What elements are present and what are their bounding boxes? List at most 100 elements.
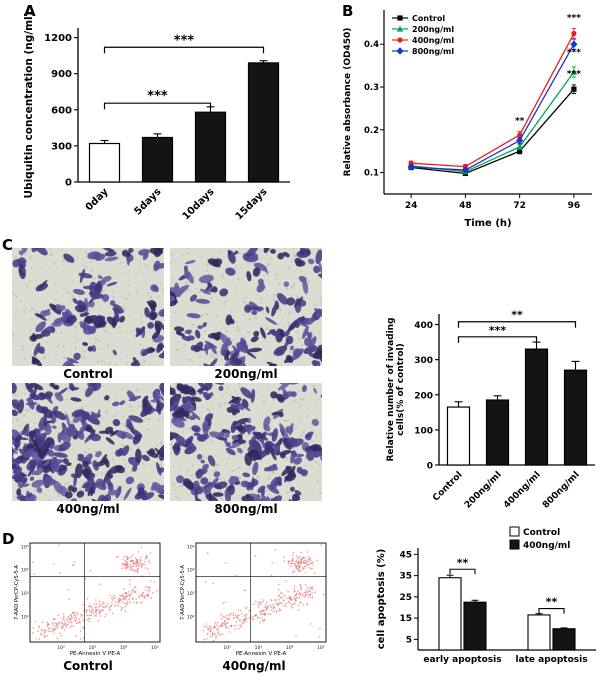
flow-plot-label: 400ng/ml [222, 659, 286, 673]
x-tick-label: 10³ [89, 645, 97, 651]
annotation: *** [567, 48, 581, 58]
annotation: ** [515, 116, 525, 126]
y-tick-label: 45 [399, 550, 412, 560]
sig-label: ** [546, 596, 558, 609]
x-tick-label: 96 [568, 201, 581, 211]
x-tick-label: 10⁵ [151, 645, 159, 651]
panel-c-label: C [2, 236, 14, 254]
y-tick-label: 10³ [21, 591, 29, 597]
bar-Control [446, 406, 471, 466]
plot-frame [29, 542, 161, 643]
x-tick-label: 72 [513, 201, 526, 211]
micrograph-label: Control [63, 367, 113, 381]
y-tick-label: 0 [427, 462, 433, 472]
bar-late apoptosis-400ng/ml [552, 628, 576, 651]
y-axis-label: Relative absorbance (OD450) [343, 28, 353, 177]
y-tick-label: 15 [399, 614, 412, 624]
marker [397, 15, 403, 21]
sig-bracket [103, 102, 212, 110]
panel-a-label: A [24, 2, 36, 20]
flow-cytometry-400: 10² 10³ 10⁴ 10⁵ 10² 10³ 10⁴ 10⁵ PE-Annexin V PE-… [178, 540, 330, 673]
y-axis-label: cells(% of control) [396, 343, 406, 436]
micrograph-label: 400ng/ml [56, 502, 120, 516]
sig-bracket [457, 321, 577, 328]
legend-swatch-Control [509, 526, 520, 537]
legend-swatch-400ng/ml [509, 539, 520, 550]
sig-label: ** [511, 309, 523, 322]
y-tick-label: 25 [399, 593, 412, 603]
bar-early apoptosis-Control [438, 577, 462, 651]
marker [570, 40, 578, 48]
marker [516, 136, 524, 145]
marker [571, 86, 577, 92]
legend-label-400ng/ml: 400ng/ml [412, 36, 454, 45]
apoptosis-bar-chart: 5 15 25 35 45 cell apoptosis (%) early apoptos… [376, 526, 596, 665]
marker [571, 30, 577, 37]
x-tick-label: 10² [57, 645, 65, 651]
sig-bracket [538, 608, 565, 614]
y-tick-label: 10⁵ [21, 544, 29, 550]
x-tick-label: Control [431, 470, 464, 503]
flow-cytometry-plot: 10² 10³ 10⁴ 10⁵ 10² 10³ 10⁴ 10⁵ PE-Annexin V PE-… [180, 542, 327, 657]
bar-400ng/ml [524, 348, 549, 466]
flow-plot-label: Control [63, 659, 113, 673]
legend-label-800ng/ml: 800ng/ml [412, 47, 454, 56]
x-tick-label: 24 [405, 201, 418, 211]
bar-800ng/ml [563, 369, 588, 466]
invading-cells-bar-chart: 0 100 200 300 400 Relative number of invading… [386, 309, 595, 511]
bar-10days [194, 111, 227, 183]
invasion-micrograph-400: 400ng/ml [12, 383, 164, 516]
marker [396, 25, 404, 32]
y-tick-label: 1200 [44, 33, 72, 44]
marker [517, 148, 523, 154]
marker [516, 143, 523, 150]
sig-label: *** [147, 89, 168, 104]
y-axis-label: 7-AAD PerCP-Cy5-5-A [180, 564, 186, 620]
sig-label: ** [457, 556, 469, 569]
y-axis-label: Ubiquitin concentration (ng/ml) [23, 12, 35, 199]
x-axis-label: PE-Annexin V PE-A [70, 651, 121, 657]
y-tick-label: 600 [51, 105, 72, 116]
legend-label-Control: Control [412, 14, 445, 23]
y-tick-label: 5 [406, 635, 412, 645]
y-tick-label: 200 [414, 391, 433, 401]
annotation: *** [567, 69, 581, 79]
x-tick-label: 200ng/ml [463, 470, 504, 511]
micrograph-image [170, 248, 322, 366]
y-tick-label: 10⁴ [21, 568, 29, 574]
y-tick-label: 0.1 [364, 169, 379, 179]
y-tick-label: 0.4 [364, 40, 379, 50]
invasion-micrograph-200: 200ng/ml [170, 248, 322, 381]
x-tick-label: late apoptosis [515, 655, 587, 665]
bar-200ng/ml [485, 399, 510, 466]
micrograph-image [12, 248, 164, 366]
series-line-Control [411, 88, 575, 175]
sig-bracket [457, 336, 538, 343]
y-tick-label: 300 [414, 356, 433, 366]
x-tick-label: early apoptosis [423, 655, 501, 665]
y-axis-label: 7-AAD PerCP-Cy5-5-A [14, 564, 20, 620]
x-tick-label: 800ng/ml [541, 470, 582, 511]
legend-label-400ng/ml: 400ng/ml [523, 541, 570, 551]
series-line-400ng/ml [411, 33, 575, 168]
invasion-micrograph-800: 800ng/ml [170, 383, 322, 516]
sig-bracket [449, 568, 476, 575]
x-tick-label: 10² [223, 645, 231, 651]
x-tick-label: 10days [181, 186, 217, 222]
y-tick-label: 100 [414, 426, 433, 436]
flow-cytometry-plot: 10² 10³ 10⁴ 10⁵ 10² 10³ 10⁴ 10⁵ PE-Annexin V PE-… [14, 542, 161, 657]
x-tick-label: 10³ [255, 645, 263, 651]
annotation: *** [567, 14, 581, 24]
flow-cytometry-control: 10² 10³ 10⁴ 10⁵ 10² 10³ 10⁴ 10⁵ PE-Annexin V PE-… [12, 540, 164, 673]
x-axis-label: Time (h) [464, 218, 511, 229]
y-tick-label: 10² [187, 614, 195, 620]
absorbance-line-chart: 0.1 0.2 0.3 0.4 24 48 72 96 Time (h) Relative abs… [343, 10, 592, 229]
x-tick-label: 0day [84, 186, 111, 213]
x-tick-label: 10⁴ [286, 645, 294, 651]
y-tick-label: 900 [51, 69, 72, 80]
y-tick-label: 35 [399, 572, 412, 582]
sig-bracket [103, 46, 265, 54]
panel-d-label: D [2, 530, 15, 548]
marker [461, 166, 469, 174]
